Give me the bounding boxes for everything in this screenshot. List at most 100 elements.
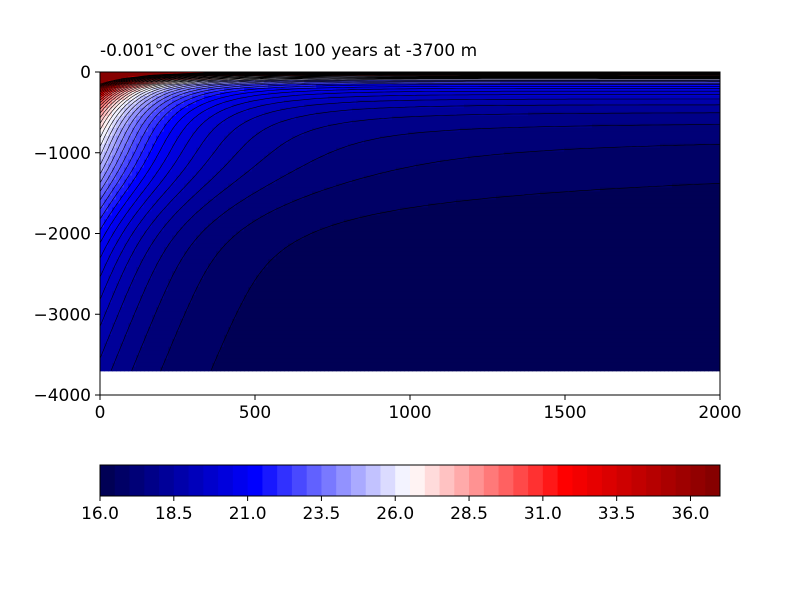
field-cell (232, 143, 237, 149)
field-cell (632, 159, 637, 165)
field-cell (412, 167, 417, 173)
field-cell (132, 191, 137, 197)
field-cell (388, 191, 393, 197)
field-cell (336, 139, 341, 145)
field-cell (584, 119, 589, 125)
field-cell (240, 79, 245, 85)
field-cell (272, 139, 277, 145)
field-cell (656, 111, 661, 117)
field-cell (684, 155, 689, 161)
field-cell (600, 171, 605, 177)
field-cell (156, 143, 161, 149)
field-cell (576, 131, 581, 137)
field-cell (528, 195, 533, 201)
field-cell (624, 179, 629, 185)
field-cell (368, 183, 373, 189)
field-cell (648, 87, 653, 93)
field-cell (488, 187, 493, 193)
field-cell (360, 167, 365, 173)
field-cell (168, 147, 173, 153)
field-cell (380, 175, 385, 181)
field-cell (292, 155, 297, 161)
field-cell (692, 163, 697, 169)
field-cell (396, 171, 401, 177)
field-cell (156, 191, 161, 197)
field-cell (460, 163, 465, 169)
field-cell (604, 191, 609, 197)
field-cell (624, 91, 629, 97)
field-cell (552, 171, 557, 177)
field-cell (200, 83, 205, 89)
field-cell (168, 111, 173, 117)
field-cell (360, 83, 365, 89)
field-cell (104, 183, 109, 189)
field-cell (716, 159, 720, 165)
field-cell (580, 151, 585, 157)
field-cell (496, 107, 501, 113)
field-cell (600, 147, 605, 153)
field-cell (256, 171, 261, 177)
field-cell (308, 151, 313, 157)
field-cell (364, 103, 369, 109)
field-cell (540, 143, 545, 149)
field-cell (528, 179, 533, 185)
field-cell (696, 115, 701, 121)
field-cell (484, 91, 489, 97)
field-cell (464, 123, 469, 129)
field-cell (620, 135, 625, 141)
field-cell (112, 72, 117, 77)
field-cell (380, 87, 385, 93)
field-cell (632, 163, 637, 169)
field-cell (312, 183, 317, 189)
field-cell (228, 143, 233, 149)
field-cell (232, 191, 237, 197)
field-cell (664, 175, 669, 181)
field-cell (224, 183, 229, 189)
field-cell (668, 111, 673, 117)
field-cell (352, 103, 357, 109)
field-cell (388, 179, 393, 185)
field-cell (452, 151, 457, 157)
field-cell (240, 151, 245, 157)
field-cell (560, 167, 565, 173)
field-cell (644, 135, 649, 141)
field-cell (120, 191, 125, 197)
field-cell (208, 155, 213, 161)
field-cell (348, 143, 353, 149)
field-cell (220, 111, 225, 117)
field-cell (120, 139, 125, 145)
field-cell (672, 191, 677, 197)
field-cell (248, 131, 253, 137)
field-cell (264, 195, 269, 201)
field-cell (256, 107, 261, 113)
field-cell (360, 103, 365, 109)
field-cell (316, 183, 321, 189)
field-cell (176, 111, 181, 117)
field-cell (464, 111, 469, 117)
field-cell (576, 87, 581, 93)
field-cell (280, 159, 285, 165)
field-cell (276, 167, 281, 173)
field-cell (288, 103, 293, 109)
field-cell (304, 131, 309, 137)
field-cell (132, 135, 137, 141)
field-cell (544, 147, 549, 153)
field-cell (332, 99, 337, 105)
field-cell (172, 99, 177, 105)
field-cell (632, 95, 637, 101)
field-cell (644, 115, 649, 121)
field-cell (348, 163, 353, 169)
field-cell (712, 131, 717, 137)
field-cell (196, 195, 201, 201)
field-cell (324, 119, 329, 125)
field-cell (112, 75, 117, 81)
field-cell (104, 151, 109, 157)
field-cell (388, 119, 393, 125)
field-cell (592, 139, 597, 145)
field-cell (512, 131, 517, 137)
field-cell (268, 159, 273, 165)
field-cell (208, 131, 213, 137)
field-cell (568, 163, 573, 169)
field-cell (136, 119, 141, 125)
field-cell (600, 111, 605, 117)
